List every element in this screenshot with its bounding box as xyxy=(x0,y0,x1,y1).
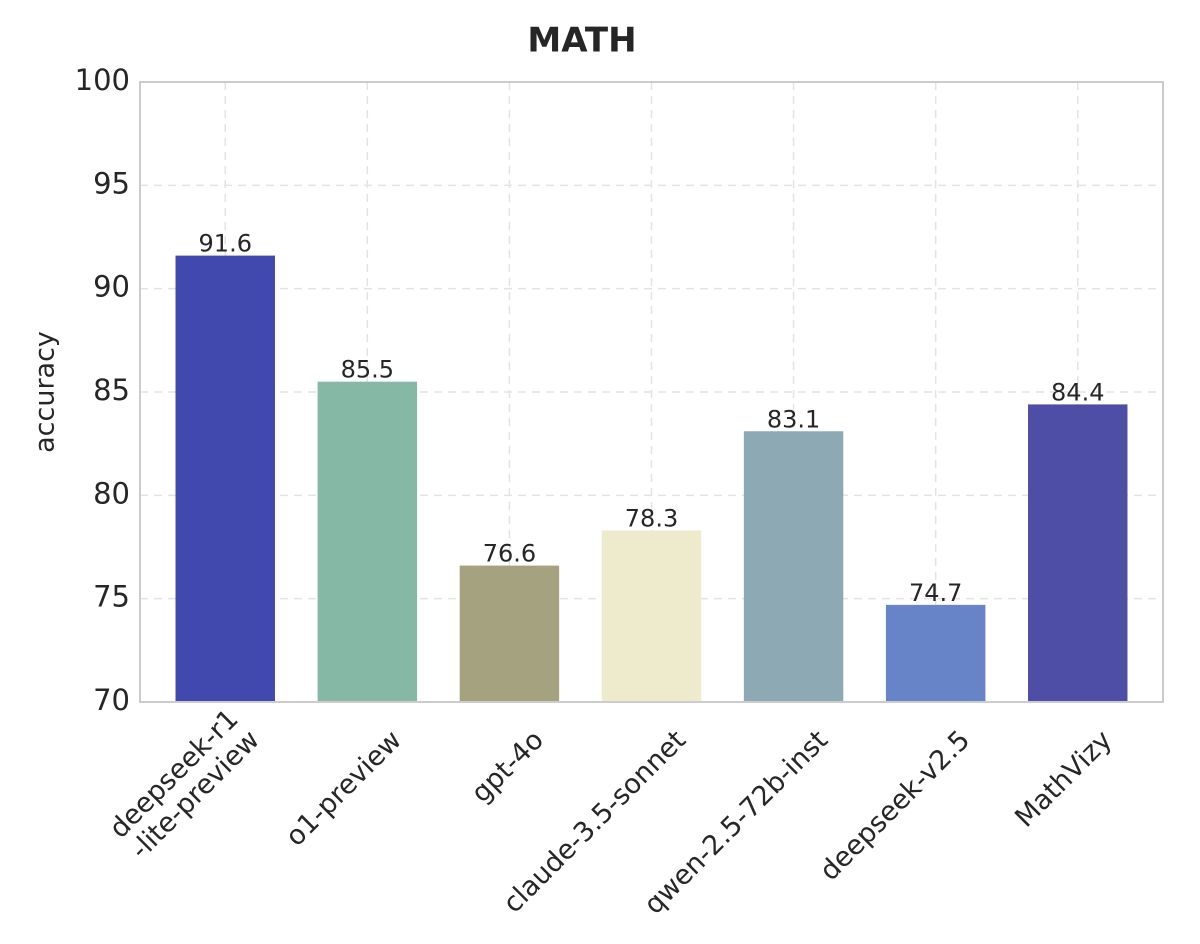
x-tick-label: o1-preview xyxy=(280,725,408,853)
value-label: 78.3 xyxy=(625,504,678,532)
x-tick-label: MathVizy xyxy=(1009,725,1118,834)
value-label: 85.5 xyxy=(341,356,394,384)
bar xyxy=(1028,404,1128,702)
bar xyxy=(459,565,560,702)
y-tick-label: 70 xyxy=(93,683,130,717)
chart-title: MATH xyxy=(527,21,636,61)
y-tick-label: 100 xyxy=(75,63,130,97)
bar xyxy=(175,255,275,702)
bar xyxy=(743,431,844,702)
x-tick-label: gpt-4o xyxy=(466,725,550,809)
value-label: 76.6 xyxy=(483,540,536,568)
x-tick-label: deepseek-v2.5 xyxy=(814,725,976,887)
bar xyxy=(885,604,986,702)
value-label: 91.6 xyxy=(199,230,252,258)
y-tick-label: 85 xyxy=(93,373,130,407)
value-label: 84.4 xyxy=(1051,378,1104,406)
x-tick-label: deepseek-r1-lite-preview xyxy=(104,704,266,866)
value-label: 74.7 xyxy=(909,579,962,607)
bar xyxy=(317,381,418,702)
bar xyxy=(601,530,702,702)
y-tick-label: 95 xyxy=(93,166,130,200)
y-axis-label: accuracy xyxy=(30,331,61,453)
y-tick-label: 75 xyxy=(93,580,130,614)
y-tick-label: 90 xyxy=(93,270,130,304)
value-label: 83.1 xyxy=(767,405,820,433)
y-tick-label: 80 xyxy=(93,476,130,510)
plot-frame xyxy=(139,81,1164,703)
